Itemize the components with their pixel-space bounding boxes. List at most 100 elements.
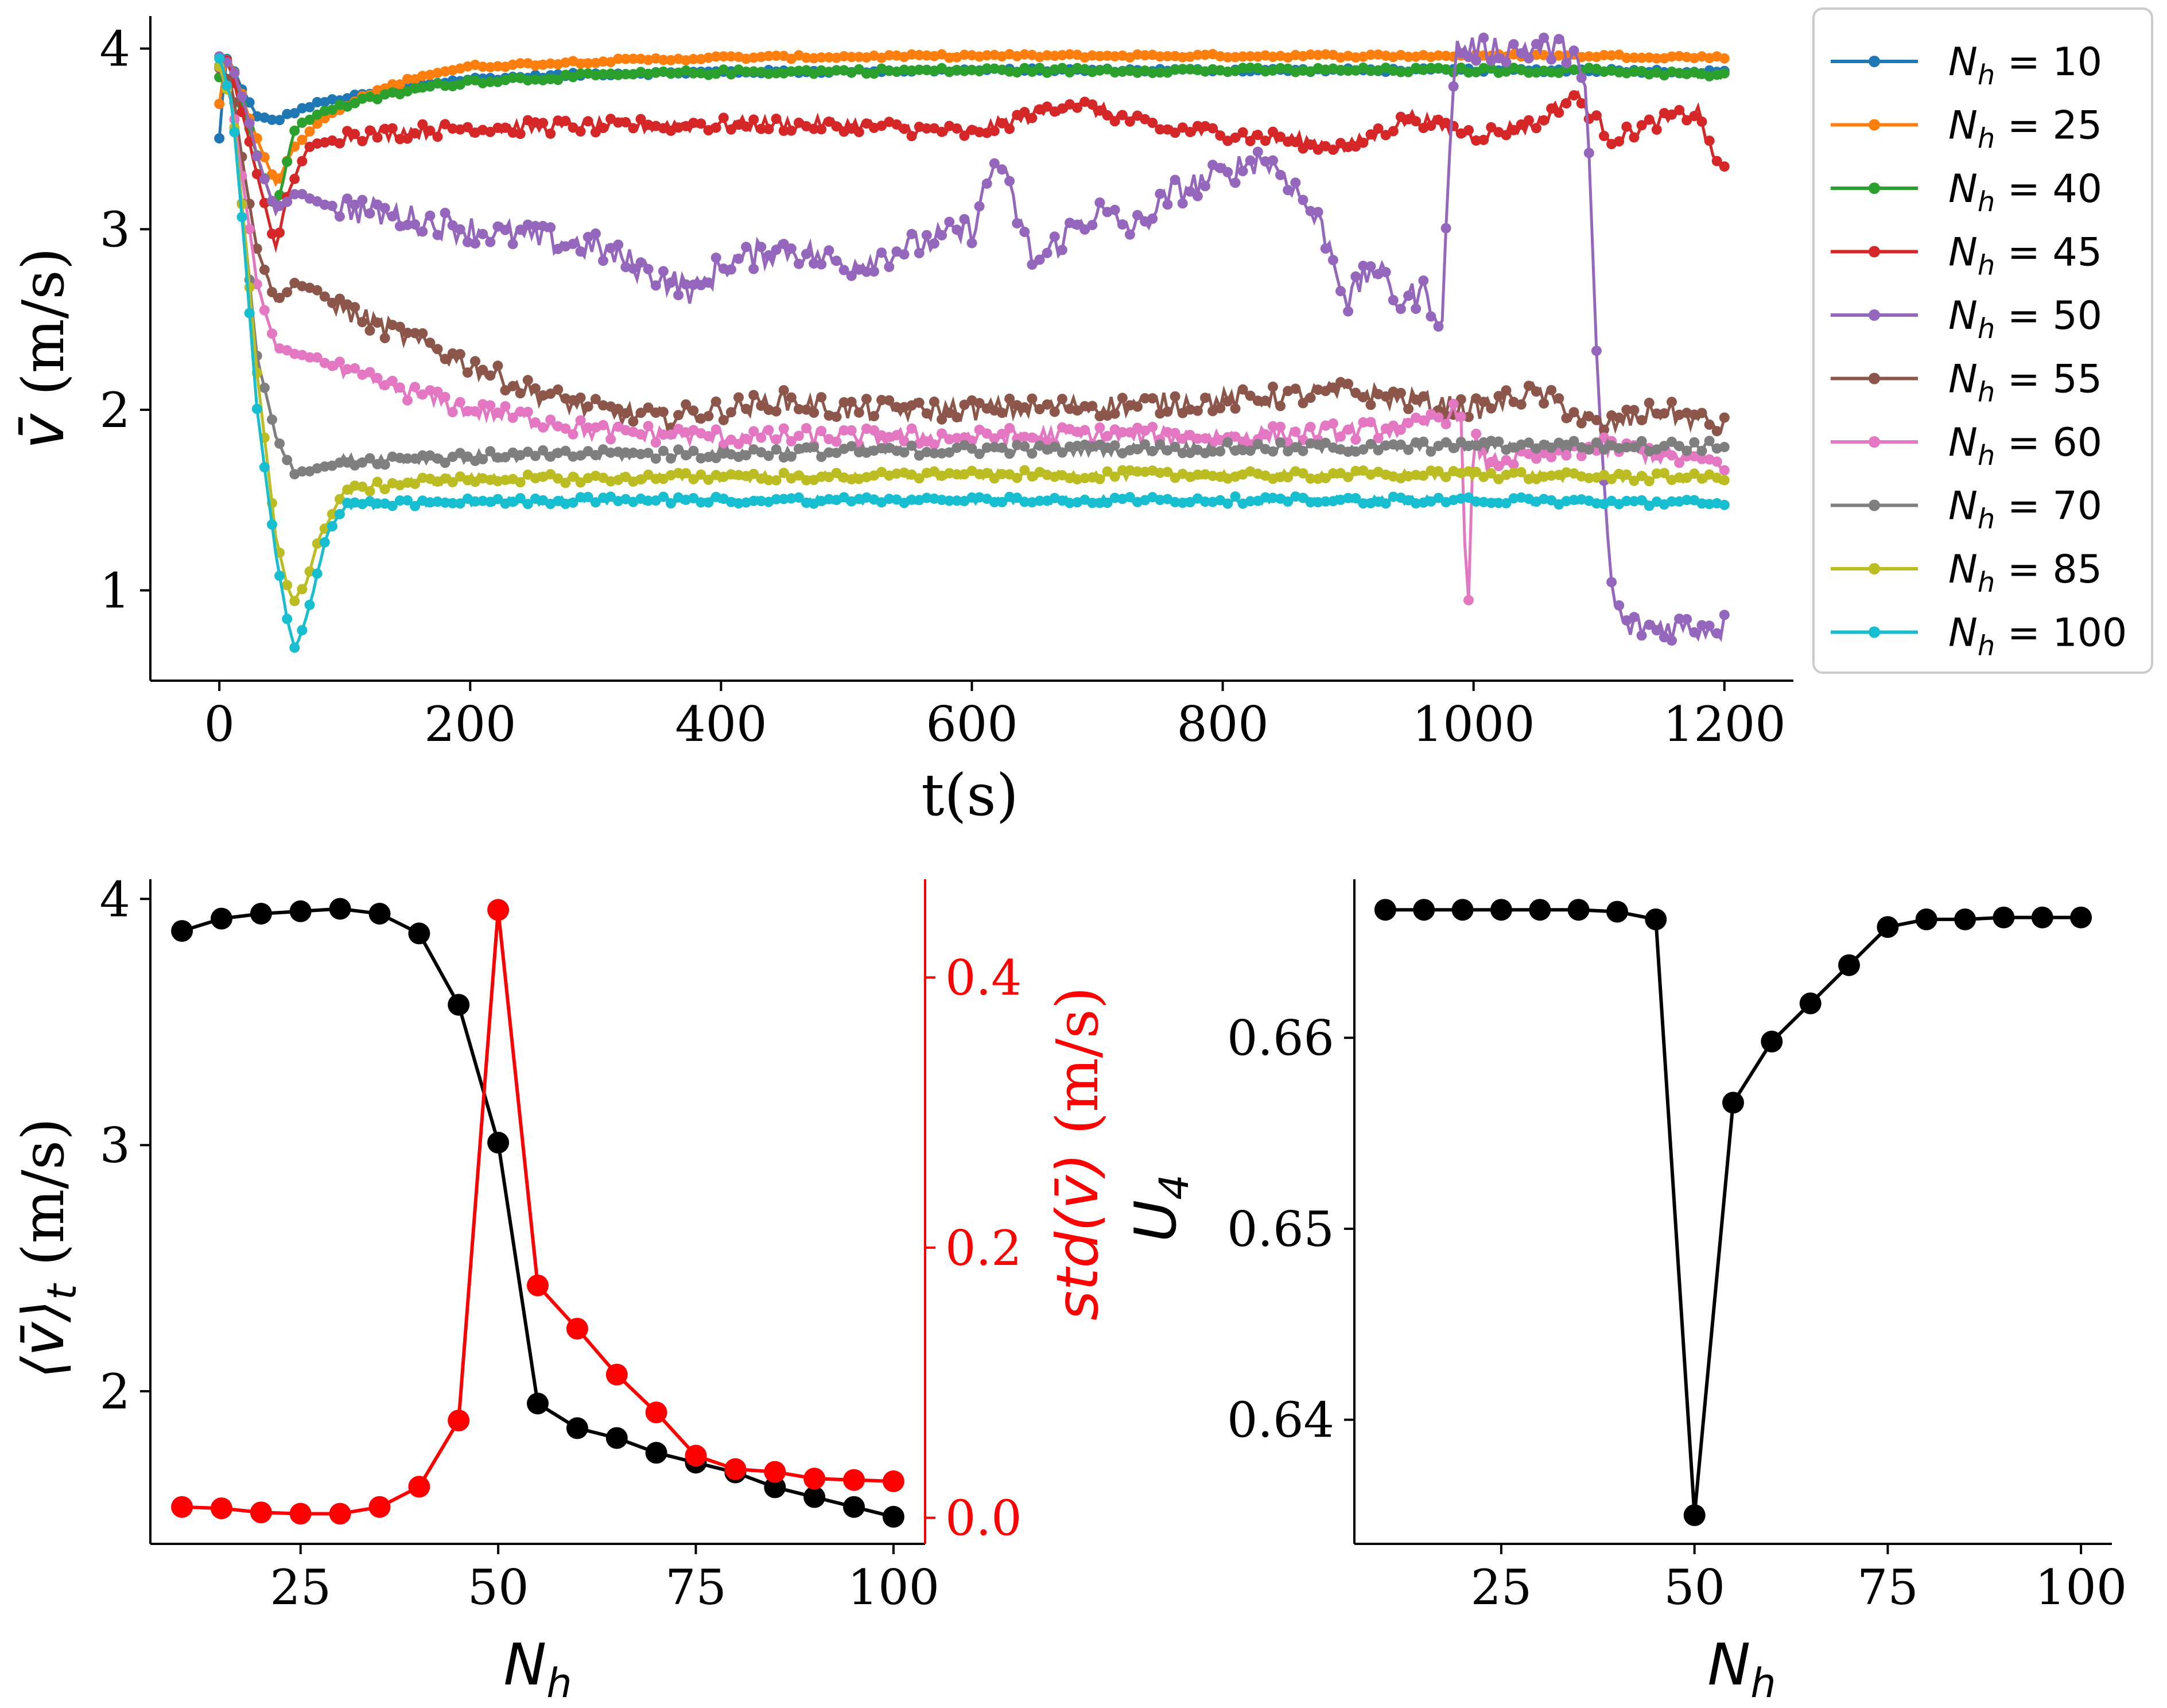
data-point: [1554, 107, 1564, 118]
data-point: [673, 290, 684, 301]
data-point: [1094, 51, 1105, 61]
data-point: [1230, 491, 1241, 502]
data-point: [545, 469, 556, 480]
data-point: [1478, 63, 1489, 73]
data-point: [575, 246, 586, 257]
data-point: [997, 429, 1007, 440]
data-point: [590, 497, 601, 508]
legend-label: Nh = 25: [1948, 103, 2102, 155]
data-point: [1501, 385, 1512, 396]
svg-text:std(v̄) (m/s): std(v̄) (m/s): [1044, 987, 1111, 1321]
data-point: [274, 227, 285, 238]
data-point: [937, 495, 947, 505]
data-point: [688, 445, 699, 456]
data-point: [394, 495, 405, 506]
data-point: [1252, 130, 1263, 141]
series-70: [214, 60, 1730, 480]
data-point: [1689, 627, 1700, 638]
data-point: [613, 403, 624, 414]
data-point: [1621, 52, 1632, 63]
data-point: [688, 473, 699, 484]
data-point: [1554, 393, 1564, 404]
data-point: [733, 438, 744, 449]
data-point: [997, 407, 1007, 418]
data-point: [1215, 162, 1226, 173]
data-point: [1440, 437, 1451, 448]
data-point: [1711, 456, 1722, 467]
data-point: [1305, 205, 1316, 216]
data-point: [1636, 120, 1647, 131]
data-point: [267, 286, 277, 297]
data-point: [214, 133, 225, 143]
data-point: [688, 53, 699, 64]
data-point: [809, 53, 820, 64]
data-point: [771, 68, 782, 79]
data-point: [906, 440, 917, 451]
data-point: [545, 389, 556, 399]
data-point: [748, 263, 759, 274]
data-point: [487, 899, 510, 921]
data-point: [1252, 395, 1263, 406]
data-point: [803, 1468, 826, 1490]
data-point: [1426, 63, 1436, 73]
data-point: [1057, 50, 1067, 61]
data-point: [1877, 916, 1899, 938]
data-point: [1094, 422, 1105, 433]
time-series-y-label: v̄ (m/s): [7, 247, 77, 449]
data-point: [997, 469, 1007, 479]
data-point: [1629, 475, 1640, 486]
data-point: [1403, 290, 1414, 301]
data-point: [1667, 397, 1677, 407]
data-point: [282, 287, 293, 298]
data-point: [417, 450, 428, 461]
x-tick-label: 75: [1857, 1559, 1919, 1616]
data-point: [929, 238, 939, 249]
data-point: [1411, 469, 1422, 480]
data-point: [613, 53, 624, 64]
data-point: [861, 266, 872, 277]
data-point: [364, 125, 375, 136]
data-point: [402, 73, 413, 84]
data-point: [703, 431, 714, 441]
data-point: [304, 352, 315, 363]
data-point: [368, 903, 391, 925]
data-point: [1689, 468, 1700, 479]
data-point: [914, 473, 925, 484]
data-point: [741, 121, 752, 132]
data-point: [1124, 445, 1135, 456]
data-point: [696, 469, 706, 480]
data-point: [1591, 437, 1602, 448]
data-point: [809, 407, 820, 418]
data-point: [1019, 107, 1030, 118]
data-point: [1305, 139, 1316, 150]
data-point: [335, 356, 345, 367]
data-point: [1651, 625, 1662, 636]
data-point: [959, 214, 970, 224]
data-point: [1252, 438, 1263, 449]
data-point: [741, 450, 752, 461]
data-point: [1651, 468, 1662, 479]
legend-marker: [1869, 309, 1880, 321]
data-point: [801, 498, 811, 508]
legend-label: Nh = 70: [1948, 484, 2102, 535]
data-point: [387, 123, 398, 134]
data-point: [1170, 496, 1180, 507]
data-point: [1546, 103, 1557, 114]
data-point: [1230, 52, 1241, 63]
data-point: [741, 433, 752, 444]
data-point: [447, 348, 458, 359]
data-point: [1471, 135, 1482, 146]
data-point: [853, 447, 864, 457]
data-point: [462, 75, 473, 86]
series-40: [214, 56, 1730, 216]
data-point: [1478, 32, 1489, 43]
data-point: [379, 203, 390, 214]
data-point: [681, 450, 692, 461]
data-point: [1268, 126, 1278, 137]
data-point: [944, 407, 955, 418]
data-point: [515, 477, 526, 488]
data-point: [410, 500, 421, 511]
data-point: [1109, 408, 1120, 419]
data-point: [725, 469, 736, 480]
data-point: [703, 452, 714, 463]
